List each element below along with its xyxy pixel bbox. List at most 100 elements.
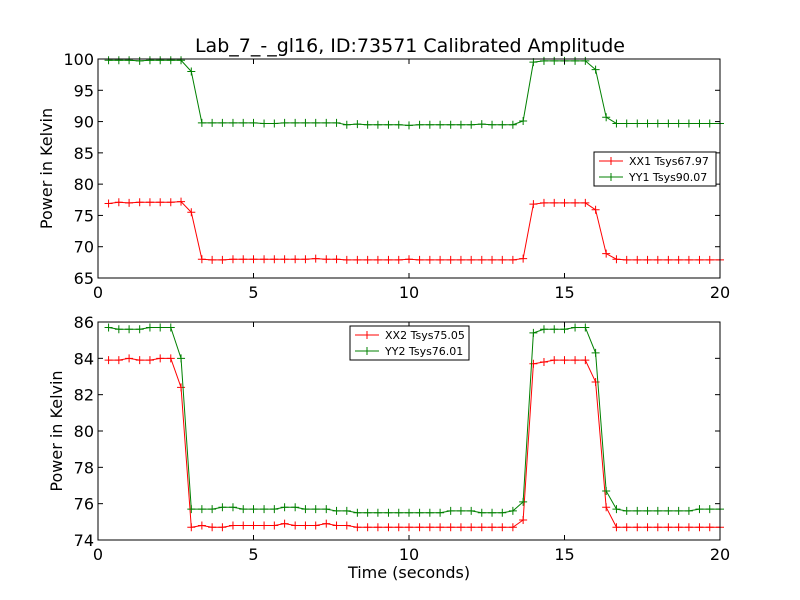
data-point bbox=[114, 56, 123, 65]
data-point bbox=[373, 255, 382, 264]
data-point bbox=[622, 523, 631, 532]
legend-label: XX2 Tsys75.05 bbox=[385, 329, 465, 342]
data-point bbox=[550, 325, 559, 334]
data-point bbox=[104, 199, 113, 208]
data-point bbox=[332, 255, 341, 264]
data-point bbox=[488, 120, 497, 129]
y-tick-label: 80 bbox=[74, 422, 94, 441]
data-point bbox=[581, 356, 590, 365]
x-tick-label: 5 bbox=[248, 545, 258, 564]
x-tick-label: 10 bbox=[399, 545, 419, 564]
chart-title: Lab_7_-_gl16, ID:73571 Calibrated Amplit… bbox=[195, 35, 625, 57]
data-point bbox=[581, 198, 590, 207]
data-point bbox=[363, 523, 372, 532]
y-tick-label: 80 bbox=[74, 175, 94, 194]
data-point bbox=[695, 505, 704, 514]
data-point bbox=[674, 255, 683, 264]
data-point bbox=[581, 56, 590, 65]
data-point bbox=[415, 255, 424, 264]
data-point bbox=[280, 118, 289, 127]
y-tick-label: 90 bbox=[74, 113, 94, 132]
data-point bbox=[322, 505, 331, 514]
data-point bbox=[260, 255, 269, 264]
data-point bbox=[664, 506, 673, 515]
data-point bbox=[166, 56, 175, 65]
data-point bbox=[280, 255, 289, 264]
legend-label: YY2 Tsys76.01 bbox=[384, 345, 463, 358]
data-point bbox=[249, 255, 258, 264]
data-point bbox=[166, 198, 175, 207]
data-point bbox=[684, 506, 693, 515]
data-point bbox=[177, 56, 186, 65]
data-point bbox=[394, 523, 403, 532]
data-point bbox=[187, 523, 196, 532]
data-point bbox=[477, 120, 486, 129]
data-point bbox=[591, 205, 600, 214]
data-point bbox=[415, 508, 424, 517]
data-point bbox=[602, 249, 611, 258]
data-point bbox=[384, 120, 393, 129]
data-point bbox=[384, 523, 393, 532]
legend-box bbox=[593, 151, 717, 187]
x-tick-label: 0 bbox=[93, 283, 103, 302]
data-point bbox=[291, 503, 300, 512]
data-point bbox=[695, 523, 704, 532]
data-point bbox=[218, 255, 227, 264]
data-point bbox=[643, 523, 652, 532]
data-point bbox=[436, 523, 445, 532]
data-point bbox=[135, 56, 144, 65]
data-point bbox=[322, 519, 331, 528]
data-point bbox=[467, 120, 476, 129]
x-tick-label: 5 bbox=[248, 283, 258, 302]
data-point bbox=[384, 508, 393, 517]
data-point bbox=[270, 505, 279, 514]
x-tick-label: 20 bbox=[710, 283, 730, 302]
y-tick-label: 70 bbox=[74, 238, 94, 257]
data-point bbox=[405, 255, 413, 264]
data-point bbox=[612, 523, 621, 532]
y-axis-label: Power in Kelvin bbox=[47, 370, 66, 491]
data-point bbox=[674, 523, 683, 532]
y-tick-label: 76 bbox=[74, 495, 94, 514]
chart-panel-1: 0 5 10 15 20 65 70 75 80 85 90 95 100 Power in Kelvin… bbox=[37, 50, 730, 302]
data-point bbox=[425, 523, 434, 532]
data-point bbox=[684, 523, 693, 532]
data-point bbox=[114, 198, 123, 207]
data-point bbox=[208, 118, 217, 127]
data-point bbox=[550, 356, 559, 365]
data-point bbox=[508, 255, 517, 264]
data-point bbox=[270, 255, 279, 264]
data-point bbox=[643, 255, 652, 264]
y-tick-label: 78 bbox=[74, 458, 94, 477]
data-point bbox=[612, 505, 621, 514]
data-point bbox=[477, 255, 486, 264]
data-point bbox=[602, 503, 611, 512]
data-point bbox=[291, 521, 300, 530]
data-point bbox=[446, 255, 455, 264]
legend-1: XX1 Tsys67.97 YY1 Tsys90.07 bbox=[593, 151, 717, 187]
data-point bbox=[425, 508, 434, 517]
y-axis-label: Power in Kelvin bbox=[37, 108, 56, 229]
data-point bbox=[125, 56, 134, 65]
legend-marker bbox=[363, 347, 371, 355]
data-point bbox=[301, 118, 310, 127]
data-point bbox=[633, 119, 642, 128]
data-point bbox=[373, 523, 382, 532]
data-point bbox=[436, 508, 445, 517]
data-point bbox=[705, 523, 714, 532]
y-tick-label: 82 bbox=[74, 386, 94, 405]
data-point bbox=[156, 354, 165, 363]
data-point bbox=[602, 113, 611, 122]
y-tick-label: 100 bbox=[63, 50, 94, 69]
data-point bbox=[291, 255, 300, 264]
x-tick-label: 20 bbox=[710, 545, 730, 564]
data-point bbox=[197, 118, 206, 127]
data-point bbox=[498, 120, 507, 129]
data-point bbox=[560, 356, 569, 365]
data-point bbox=[260, 119, 269, 128]
data-point bbox=[653, 119, 662, 128]
data-point bbox=[145, 198, 154, 207]
data-point bbox=[436, 120, 445, 129]
data-point bbox=[477, 523, 486, 532]
data-point bbox=[125, 325, 134, 334]
